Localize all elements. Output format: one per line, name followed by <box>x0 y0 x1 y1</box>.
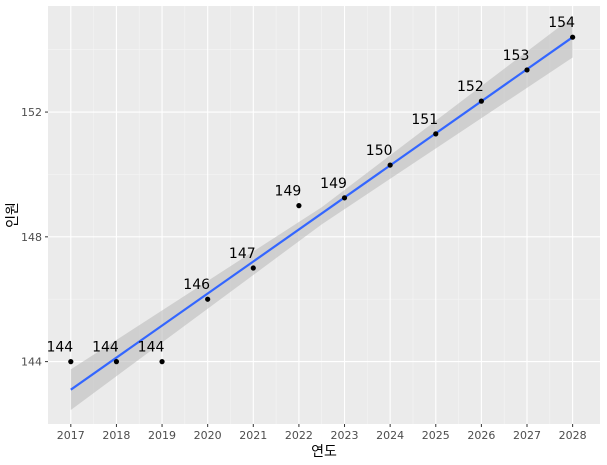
y-tick-label: 152 <box>21 106 42 119</box>
data-point <box>68 359 74 365</box>
data-point <box>433 131 439 137</box>
data-point <box>296 203 302 209</box>
data-label: 144 <box>138 340 165 356</box>
trend-line-layer <box>70 36 574 391</box>
data-point <box>341 195 348 201</box>
data-point <box>524 67 530 73</box>
x-axis: 2017 2018 2019 2020 2021 2022 2023 2024 2025 2026… <box>57 424 587 442</box>
x-tick-label: 2027 <box>513 429 541 442</box>
point-labels-layer: 144 144 144 146 147 149 149 150 151 152 153 154 <box>46 15 575 355</box>
y-axis-title: 인원 <box>5 202 21 228</box>
data-label: 149 <box>320 176 347 192</box>
data-label: 152 <box>457 79 484 95</box>
x-tick-label: 2028 <box>559 429 587 442</box>
data-point <box>250 265 256 271</box>
x-tick-label: 2020 <box>194 429 222 442</box>
x-tick-label: 2018 <box>102 429 130 442</box>
x-tick-label: 2024 <box>376 429 404 442</box>
y-tick-label: 148 <box>21 231 42 244</box>
y-tick-label: 144 <box>21 356 42 369</box>
points-layer <box>68 34 576 365</box>
x-tick-label: 2022 <box>285 429 313 442</box>
data-label: 146 <box>183 277 210 293</box>
data-label: 150 <box>366 143 393 159</box>
x-tick-label: 2026 <box>467 429 495 442</box>
grid-minor <box>48 6 600 424</box>
data-label: 144 <box>92 340 119 356</box>
data-point <box>387 162 393 168</box>
y-axis: 144 148 152 <box>21 106 48 369</box>
data-label: 147 <box>229 246 256 262</box>
trend-line <box>70 36 574 391</box>
data-point <box>159 359 165 365</box>
data-label: 151 <box>411 112 438 128</box>
x-axis-title: 연도 <box>311 444 337 460</box>
x-tick-label: 2019 <box>148 429 176 442</box>
data-point <box>113 359 120 365</box>
x-tick-label: 2021 <box>239 429 267 442</box>
data-label: 149 <box>275 184 302 200</box>
data-point <box>478 98 484 104</box>
data-point <box>205 296 211 302</box>
x-tick-label: 2017 <box>57 429 85 442</box>
data-label: 153 <box>503 48 530 64</box>
grid-major <box>48 6 600 424</box>
data-label: 144 <box>46 340 73 356</box>
data-label: 154 <box>548 15 575 31</box>
x-tick-label: 2025 <box>422 429 450 442</box>
x-tick-label: 2023 <box>331 429 359 442</box>
data-point <box>570 34 576 40</box>
